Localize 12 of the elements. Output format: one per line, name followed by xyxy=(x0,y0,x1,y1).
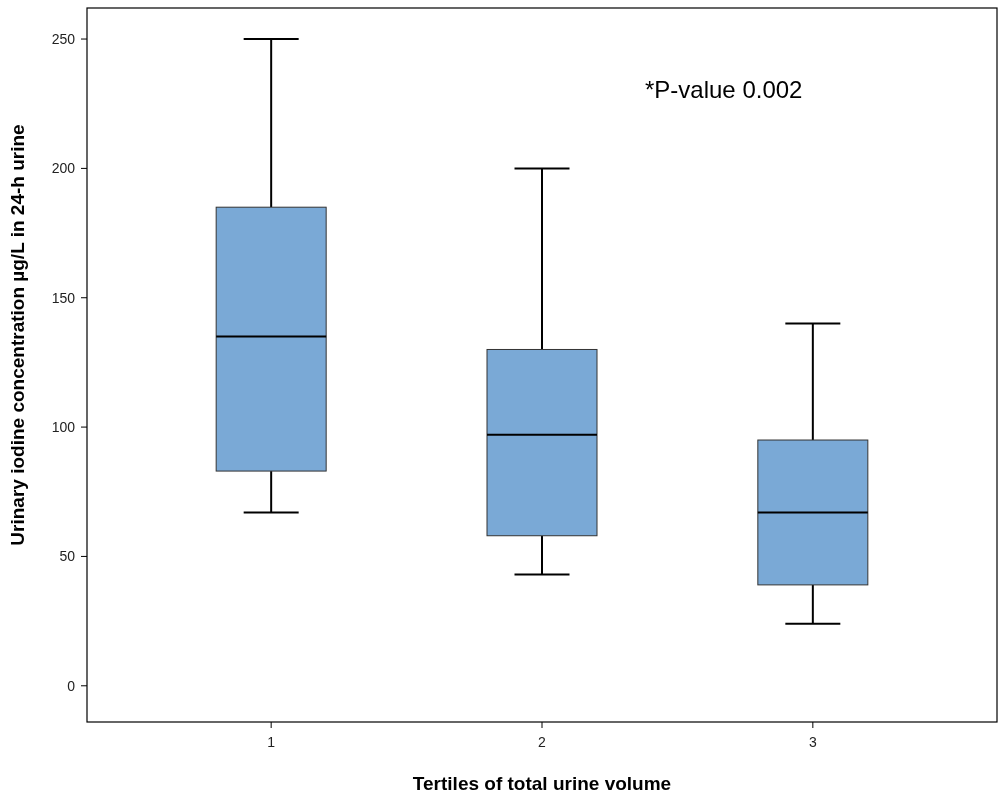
y-tick-label: 50 xyxy=(59,548,76,565)
x-axis-title: Tertiles of total urine volume xyxy=(412,773,672,794)
y-tick-label: 200 xyxy=(51,160,76,177)
y-tick-label: 250 xyxy=(51,30,76,47)
y-tick-label: 0 xyxy=(67,677,76,694)
y-tick-label: 150 xyxy=(51,289,76,306)
x-tick-label: 1 xyxy=(267,734,276,750)
x-tick-label: 2 xyxy=(538,734,547,750)
y-tick-label: 100 xyxy=(51,418,76,435)
y-axis-title: Urinary iodine concentration µg/L in 24-h urine xyxy=(7,124,28,546)
x-tick-label: 3 xyxy=(808,734,817,750)
annotation: *P-value 0.002 xyxy=(645,76,803,103)
